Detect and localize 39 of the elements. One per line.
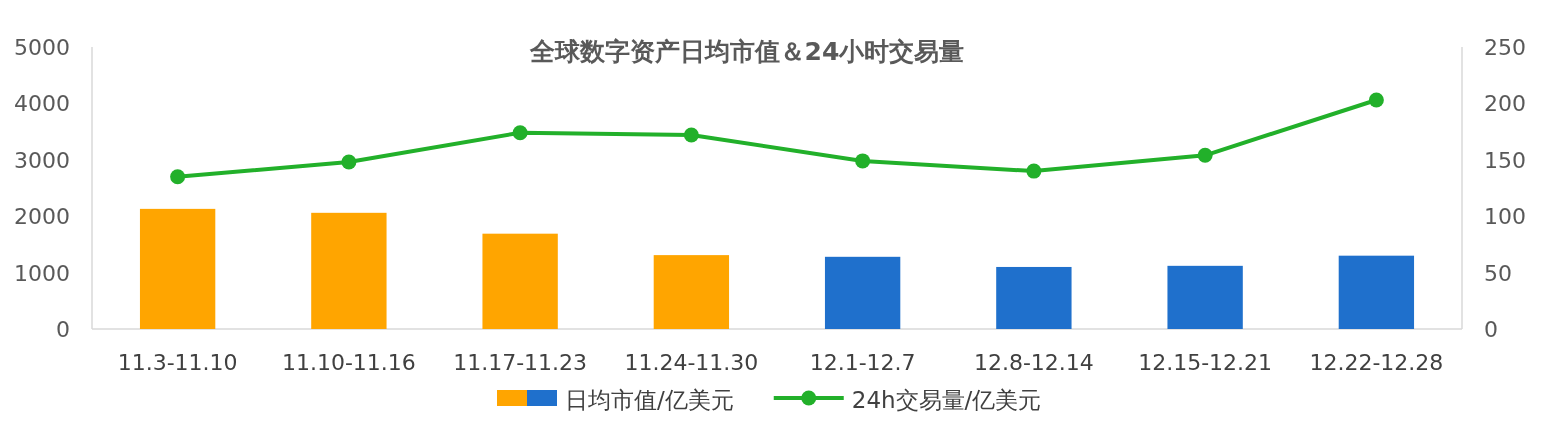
- y2-tick-label: 200: [1484, 91, 1526, 117]
- point: [512, 125, 528, 141]
- bar: [1167, 265, 1243, 329]
- y2-tick-label: 100: [1484, 204, 1526, 230]
- y2-tick-label: 250: [1484, 35, 1526, 60]
- x-tick-label: 12.1-12.7: [809, 350, 916, 375]
- y-tick-label: 2000: [14, 204, 70, 230]
- x-tick-label: 12.22-12.28: [1309, 350, 1444, 375]
- point: [1026, 163, 1042, 179]
- x-tick-label: 11.24-11.30: [624, 350, 759, 375]
- bar: [139, 208, 216, 329]
- bar: [482, 233, 558, 329]
- x-tick-label: 11.17-11.23: [453, 350, 588, 375]
- point: [855, 153, 871, 169]
- x-tick-label: 11.3-11.10: [117, 350, 238, 375]
- point: [1368, 92, 1384, 108]
- y-tick-label: 4000: [14, 91, 70, 117]
- legend-label: 日均市值/亿美元: [565, 387, 734, 413]
- point: [341, 154, 357, 170]
- y-tick-label: 3000: [14, 147, 70, 173]
- legend-label: 24h交易量/亿美元: [851, 387, 1042, 413]
- y2-tick-label: 50: [1484, 260, 1512, 286]
- bar: [653, 255, 730, 329]
- x-tick-label: 11.10-11.16: [281, 350, 416, 375]
- bar: [311, 212, 387, 329]
- chart-title: 全球数字资产日均市值＆24小时交易量: [528, 37, 965, 66]
- y2-tick-label: 0: [1484, 317, 1498, 342]
- y2-tick-label: 150: [1484, 147, 1526, 173]
- y-tick-label: 1000: [14, 260, 70, 286]
- y-tick-label: 5000: [14, 35, 70, 60]
- bar: [824, 256, 901, 329]
- point: [683, 127, 699, 143]
- x-tick-label: 12.15-12.21: [1138, 350, 1273, 375]
- y-tick-label: 0: [56, 317, 70, 342]
- bar: [1338, 255, 1415, 329]
- point: [1197, 147, 1213, 163]
- point: [170, 169, 186, 185]
- bar: [996, 266, 1072, 329]
- x-tick-label: 12.8-12.14: [973, 350, 1094, 375]
